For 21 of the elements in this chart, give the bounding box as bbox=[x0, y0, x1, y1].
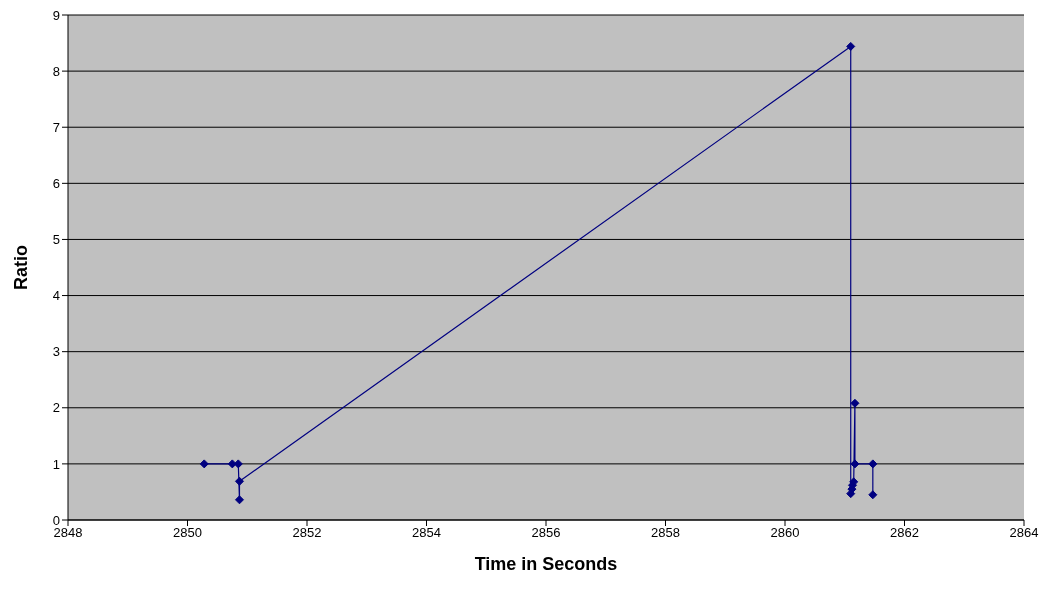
y-tick-label: 5 bbox=[52, 232, 60, 248]
y-tick-label: 0 bbox=[52, 512, 60, 528]
x-axis-title: Time in Seconds bbox=[474, 554, 618, 574]
y-tick-label: 7 bbox=[52, 119, 60, 135]
y-tick-label: 8 bbox=[52, 63, 60, 79]
y-axis-title: Ratio bbox=[11, 245, 32, 290]
x-tick-label: 2856 bbox=[531, 525, 561, 541]
x-tick-label: 2858 bbox=[651, 525, 680, 541]
x-tick-label: 2852 bbox=[292, 525, 322, 541]
y-tick-label: 4 bbox=[52, 288, 60, 304]
y-tick-label: 2 bbox=[52, 400, 60, 416]
y-tick-label: 6 bbox=[52, 175, 60, 191]
x-tick-label: 2864 bbox=[1009, 525, 1039, 541]
y-tick-label: 9 bbox=[52, 7, 60, 23]
x-tick-label: 2860 bbox=[770, 525, 800, 541]
y-tick-label: 1 bbox=[52, 456, 60, 472]
x-tick-label: 2850 bbox=[173, 525, 202, 541]
y-tick-label: 3 bbox=[52, 344, 60, 360]
x-tick-label: 2848 bbox=[53, 525, 83, 541]
x-tick-label: 2862 bbox=[890, 525, 919, 541]
x-tick-label: 2854 bbox=[412, 525, 441, 541]
